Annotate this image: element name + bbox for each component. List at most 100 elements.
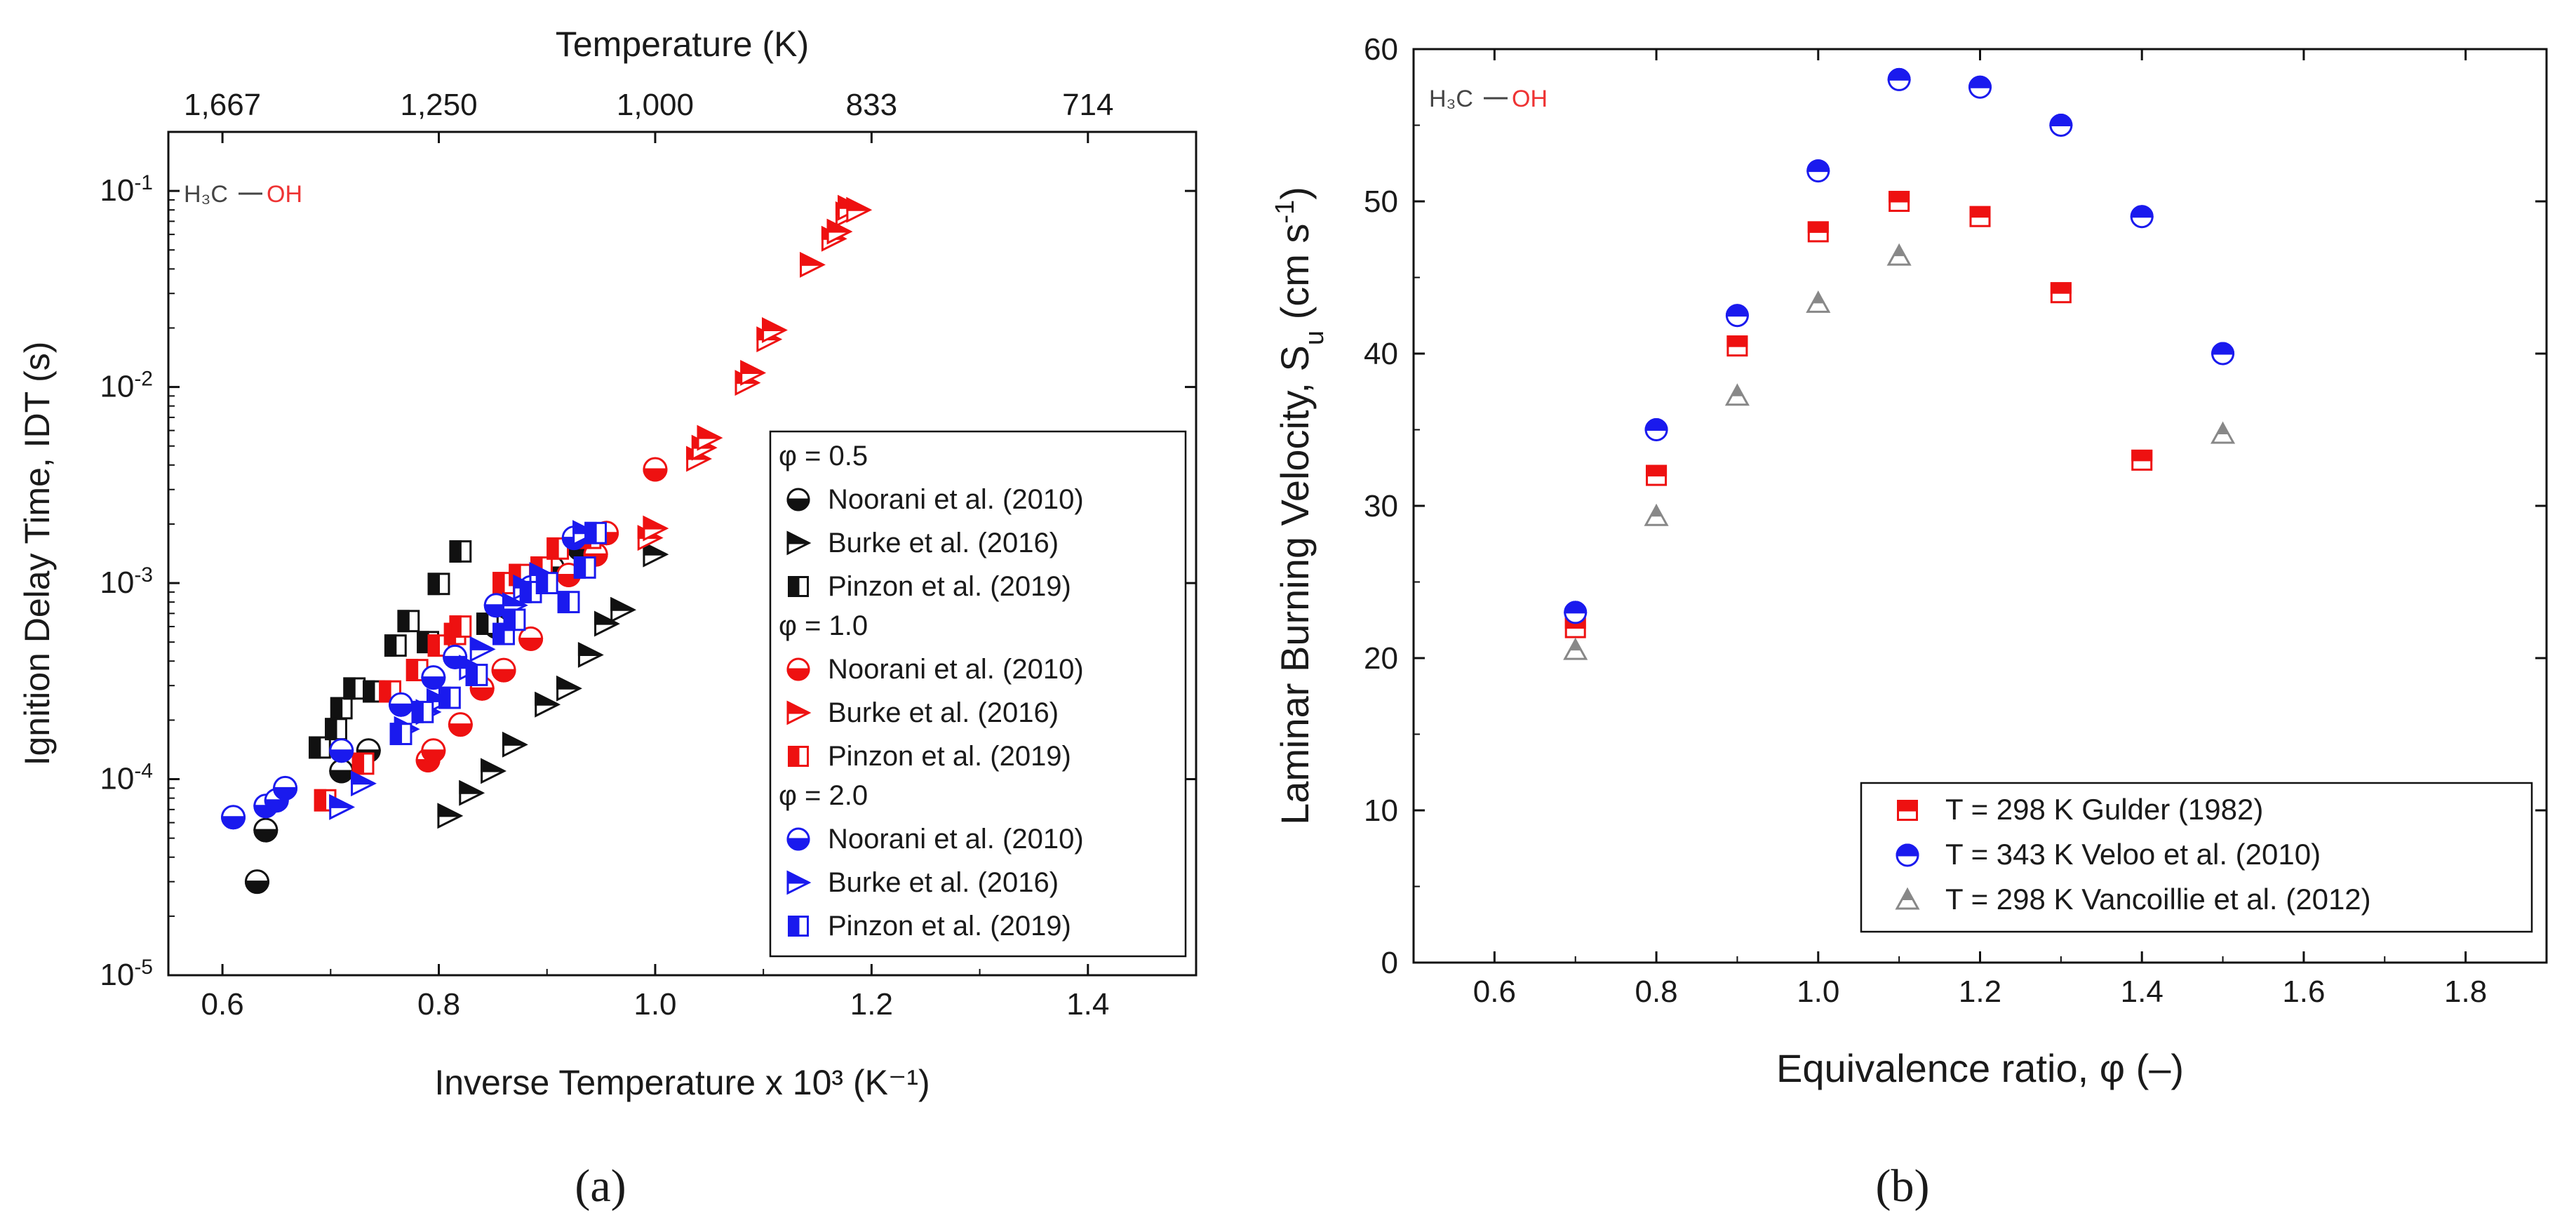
data-point: [2131, 449, 2153, 471]
panel-b-label: (b): [1876, 1160, 1930, 1212]
data-point: [1563, 637, 1588, 660]
y-tick-label: 20: [1364, 641, 1398, 676]
y-axis-label: Ignition Delay Time, IDT (s): [18, 342, 57, 766]
data-point: [1969, 206, 1991, 227]
data-point: [1644, 503, 1669, 526]
legend-label: Pinzon et al. (2019): [828, 571, 1071, 602]
data-point: [1886, 243, 1912, 266]
data-point: [643, 457, 668, 482]
data-point: [1726, 335, 1748, 357]
legend-label: T = 343 K Veloo et al. (2010): [1945, 838, 2321, 871]
legend-marker: [786, 488, 810, 511]
data-point: [308, 736, 331, 759]
data-point: [329, 794, 356, 820]
legend-marker: [1895, 887, 1920, 910]
data-point: [389, 692, 414, 717]
data-point: [762, 317, 788, 343]
molecule-label: H₃C OH: [1429, 86, 1548, 112]
data-point: [2211, 421, 2236, 444]
legend-marker: [786, 700, 812, 725]
y-tick-label: 10-1: [100, 171, 153, 208]
plot-frame: [167, 130, 1198, 977]
y-tick-label: 30: [1364, 489, 1398, 523]
top-tick-label: 833: [846, 88, 897, 122]
data-point: [253, 817, 279, 843]
data-point: [325, 718, 347, 741]
data-point: [273, 775, 298, 801]
data-point: [1807, 221, 1829, 243]
molecule-label: H₃C OH: [184, 181, 302, 208]
data-point: [465, 664, 488, 686]
molecule-oh: OH: [267, 181, 302, 208]
x-axis-label: Equivalence ratio, φ (–): [1776, 1046, 2184, 1090]
data-point: [491, 657, 516, 683]
data-point: [556, 675, 582, 702]
data-point: [502, 731, 528, 758]
y-tick-label: 10-5: [100, 956, 153, 993]
x-tick-label: 1.4: [1066, 987, 1109, 1022]
legend-label: Burke et al. (2016): [828, 697, 1059, 728]
data-point: [577, 642, 604, 668]
legend-box: [1860, 782, 2533, 933]
legend-marker: [788, 916, 809, 937]
data-point: [221, 805, 246, 830]
data-point: [503, 608, 526, 631]
data-point: [1724, 383, 1750, 406]
data-point: [1806, 290, 1831, 313]
x-tick-label: 1.4: [2121, 975, 2164, 1009]
data-point: [1646, 464, 1668, 486]
legend-marker: [788, 746, 809, 767]
data-point: [697, 424, 723, 451]
y-axis-label: Laminar Burning Velocity, Su (cm s-1): [1270, 187, 1329, 825]
data-point: [481, 758, 507, 784]
data-point: [437, 803, 464, 829]
data-point: [314, 789, 337, 812]
top-axis-label: Temperature (K): [556, 25, 809, 64]
molecule-h3c: H₃C: [184, 181, 228, 208]
top-tick-label: 1,250: [400, 88, 477, 122]
legend-marker: [788, 576, 809, 597]
panel-a-chart: 0.6 0.8 1.0 1.2 1.4 Inverse Temperature x 10³…: [18, 25, 1198, 1102]
legend-label: Pinzon et al. (2019): [828, 741, 1071, 772]
data-point: [740, 360, 767, 386]
top-tick-label: 1,000: [617, 88, 694, 122]
top-tick-label: 1,667: [184, 88, 261, 122]
data-point: [351, 752, 375, 775]
data-point: [421, 665, 446, 690]
x-tick-label: 1.6: [2282, 975, 2325, 1009]
data-point: [329, 738, 354, 763]
y-tick-label: 0: [1381, 946, 1398, 980]
data-point: [557, 591, 580, 614]
data-point: [1564, 601, 1588, 624]
data-point: [643, 541, 669, 568]
data-point: [1806, 159, 1830, 183]
x-tick-label: 1.0: [633, 987, 676, 1022]
legend-label: Noorani et al. (2010): [828, 484, 1084, 515]
legend-marker: [786, 657, 810, 681]
panel-a-label: (a): [575, 1160, 626, 1212]
x-tick-label: 1.2: [850, 987, 893, 1022]
data-point: [397, 610, 420, 633]
legend-marker: [786, 827, 810, 851]
molecule-oh: OH: [1512, 86, 1548, 112]
x-tick-label: 1.8: [2444, 975, 2487, 1009]
legend-marker: [1896, 843, 1919, 867]
data-point: [546, 537, 570, 560]
x-tick-label: 1.2: [1959, 975, 2001, 1009]
y-tick-label: 10-4: [100, 759, 153, 796]
data-point: [1968, 75, 1992, 99]
x-tick-label: 1.0: [1797, 975, 1839, 1009]
legend-label: Noorani et al. (2010): [828, 824, 1084, 855]
legend-box: [769, 430, 1187, 958]
data-point: [384, 634, 407, 657]
x-axis-label: Inverse Temperature x 10³ (K⁻¹): [434, 1063, 930, 1102]
data-point: [584, 521, 608, 544]
legend-label: Burke et al. (2016): [828, 528, 1059, 558]
y-tick-label: 40: [1364, 337, 1398, 371]
data-point: [427, 573, 450, 596]
y-tick-label: 50: [1364, 185, 1398, 219]
y-tick-label: 10: [1364, 794, 1398, 828]
data-point: [2050, 282, 2072, 304]
x-tick-label: 0.6: [201, 987, 244, 1022]
x-tick-label: 0.8: [1635, 975, 1677, 1009]
